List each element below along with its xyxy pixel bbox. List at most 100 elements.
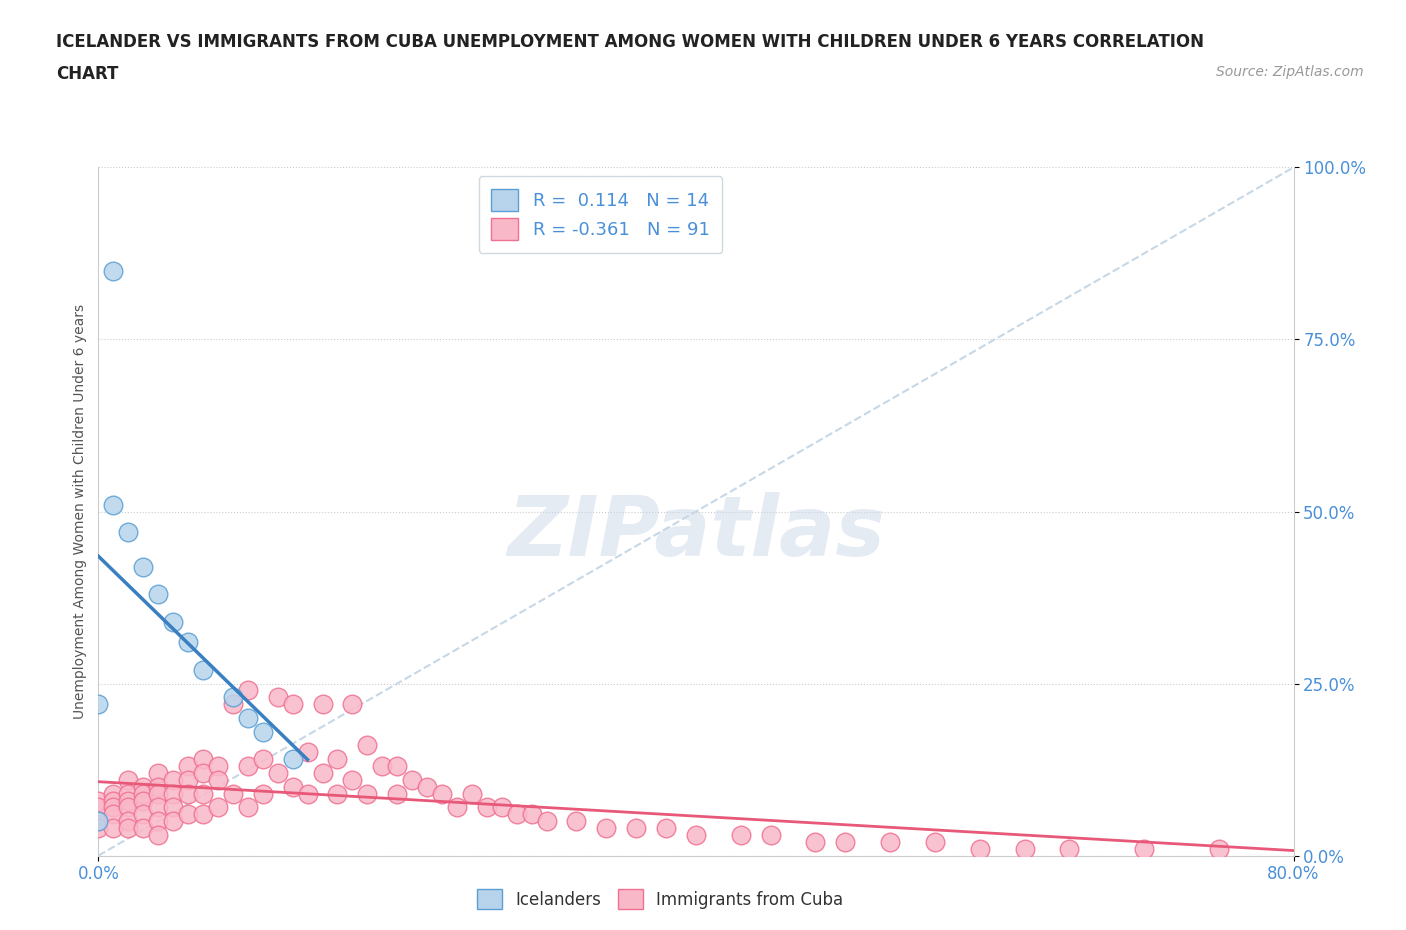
Point bbox=[177, 773, 200, 788]
Point bbox=[191, 751, 214, 766]
Point bbox=[520, 807, 543, 822]
Point bbox=[506, 807, 529, 822]
Point bbox=[311, 697, 333, 711]
Point bbox=[624, 820, 647, 835]
Point bbox=[191, 662, 214, 677]
Point bbox=[148, 786, 170, 801]
Point bbox=[252, 724, 274, 739]
Point bbox=[132, 559, 155, 574]
Point bbox=[207, 773, 229, 788]
Point bbox=[103, 786, 125, 801]
Point bbox=[924, 834, 946, 849]
Point bbox=[117, 525, 139, 539]
Point bbox=[103, 820, 125, 835]
Point bbox=[103, 793, 125, 808]
Point bbox=[879, 834, 901, 849]
Point bbox=[117, 786, 139, 801]
Point bbox=[804, 834, 827, 849]
Point bbox=[103, 800, 125, 815]
Point bbox=[132, 807, 155, 822]
Point bbox=[401, 773, 423, 788]
Point bbox=[267, 690, 290, 705]
Point bbox=[87, 814, 110, 829]
Point bbox=[207, 800, 229, 815]
Point bbox=[326, 786, 349, 801]
Point bbox=[969, 842, 991, 857]
Point bbox=[87, 820, 110, 835]
Point bbox=[385, 786, 409, 801]
Text: ZIPatlas: ZIPatlas bbox=[508, 492, 884, 573]
Point bbox=[207, 759, 229, 774]
Point bbox=[385, 759, 409, 774]
Point bbox=[132, 820, 155, 835]
Point bbox=[148, 800, 170, 815]
Point bbox=[430, 786, 453, 801]
Point bbox=[297, 786, 319, 801]
Point bbox=[87, 793, 110, 808]
Point bbox=[1059, 842, 1081, 857]
Point bbox=[148, 765, 170, 780]
Point bbox=[177, 759, 200, 774]
Text: CHART: CHART bbox=[56, 65, 118, 83]
Point bbox=[87, 814, 110, 829]
Point bbox=[252, 786, 274, 801]
Point bbox=[536, 814, 558, 829]
Point bbox=[177, 807, 200, 822]
Point bbox=[252, 751, 274, 766]
Point bbox=[117, 820, 139, 835]
Point bbox=[87, 697, 110, 711]
Point bbox=[148, 779, 170, 794]
Point bbox=[371, 759, 394, 774]
Point bbox=[281, 779, 304, 794]
Point bbox=[356, 786, 378, 801]
Point bbox=[103, 498, 125, 512]
Point bbox=[132, 793, 155, 808]
Text: ICELANDER VS IMMIGRANTS FROM CUBA UNEMPLOYMENT AMONG WOMEN WITH CHILDREN UNDER 6: ICELANDER VS IMMIGRANTS FROM CUBA UNEMPL… bbox=[56, 33, 1205, 50]
Point bbox=[685, 828, 707, 843]
Point bbox=[162, 614, 184, 629]
Point bbox=[222, 786, 245, 801]
Point bbox=[177, 786, 200, 801]
Point bbox=[103, 807, 125, 822]
Point bbox=[87, 800, 110, 815]
Point bbox=[475, 800, 498, 815]
Point bbox=[281, 751, 304, 766]
Point bbox=[162, 814, 184, 829]
Point bbox=[177, 635, 200, 650]
Point bbox=[267, 765, 290, 780]
Point bbox=[416, 779, 439, 794]
Point bbox=[191, 786, 214, 801]
Point bbox=[281, 697, 304, 711]
Point bbox=[491, 800, 513, 815]
Point bbox=[655, 820, 678, 835]
Point bbox=[236, 759, 259, 774]
Point bbox=[162, 800, 184, 815]
Point bbox=[1208, 842, 1230, 857]
Point bbox=[222, 697, 245, 711]
Point bbox=[162, 773, 184, 788]
Point bbox=[103, 263, 125, 278]
Point bbox=[132, 786, 155, 801]
Point bbox=[297, 745, 319, 760]
Point bbox=[461, 786, 484, 801]
Point bbox=[148, 814, 170, 829]
Point bbox=[117, 793, 139, 808]
Point bbox=[236, 800, 259, 815]
Point bbox=[356, 738, 378, 753]
Point bbox=[222, 690, 245, 705]
Point bbox=[191, 765, 214, 780]
Y-axis label: Unemployment Among Women with Children Under 6 years: Unemployment Among Women with Children U… bbox=[73, 304, 87, 719]
Point bbox=[117, 800, 139, 815]
Point bbox=[759, 828, 782, 843]
Point bbox=[834, 834, 856, 849]
Point bbox=[342, 773, 364, 788]
Legend: Icelanders, Immigrants from Cuba: Icelanders, Immigrants from Cuba bbox=[470, 883, 851, 916]
Point bbox=[191, 807, 214, 822]
Point bbox=[148, 587, 170, 602]
Point bbox=[446, 800, 468, 815]
Point bbox=[1014, 842, 1036, 857]
Point bbox=[1133, 842, 1156, 857]
Point bbox=[326, 751, 349, 766]
Point bbox=[132, 779, 155, 794]
Point bbox=[117, 773, 139, 788]
